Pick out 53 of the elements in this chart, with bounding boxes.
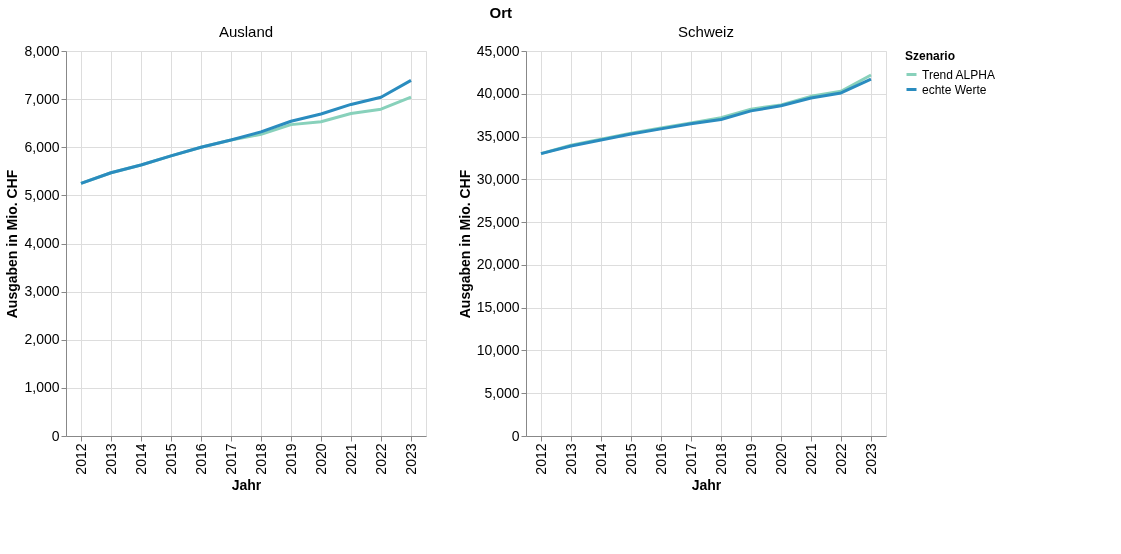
x-tick-label: 2013 [102, 443, 119, 475]
x-tick-label: 2019 [742, 443, 759, 475]
y-tick-label: 25,000 [476, 213, 520, 230]
y-tick-label: 5,000 [484, 384, 520, 401]
x-tick-label: 2016 [652, 443, 669, 475]
x-tick-label: 2012 [532, 443, 549, 475]
y-tick-label: 1,000 [24, 379, 60, 396]
y-tick-label: 4,000 [24, 235, 60, 251]
y-tick-label: 8,000 [24, 42, 60, 59]
x-tick-label: 2021 [802, 443, 819, 475]
y-tick-label: 45,000 [476, 42, 520, 59]
x-tick-label: 2015 [162, 443, 179, 475]
y-tick-label: 6,000 [24, 138, 60, 155]
x-tick-label: 2013 [562, 443, 579, 475]
y-tick-label: 0 [51, 427, 60, 444]
x-tick-label: 2014 [592, 443, 609, 475]
x-tick-label: 2023 [402, 443, 419, 475]
x-tick-label: 2018 [252, 443, 269, 475]
x-tick-label: 2019 [282, 443, 299, 475]
y-axis-title: Ausgaben in Mio. CHF [456, 169, 473, 319]
legend-label: Trend ALPHA [922, 67, 995, 82]
x-tick-label: 2021 [342, 443, 359, 475]
chart-title: Schweiz [678, 23, 734, 40]
x-tick-label: 2012 [72, 443, 89, 475]
x-axis-title: Jahr [691, 476, 722, 493]
x-tick-label: 2014 [132, 443, 149, 475]
y-tick-label: 40,000 [476, 85, 520, 102]
x-tick-label: 2020 [312, 443, 329, 475]
y-tick-label: 7,000 [24, 90, 60, 107]
y-tick-label: 35,000 [476, 128, 520, 145]
y-axis-title: Ausgaben in Mio. CHF [4, 169, 21, 319]
x-tick-label: 2015 [622, 443, 639, 475]
x-tick-label: 2018 [712, 443, 729, 475]
x-tick-label: 2022 [832, 443, 849, 475]
y-tick-label: 3,000 [24, 283, 60, 300]
chart-title: Ausland [218, 23, 274, 40]
x-tick-label: 2016 [192, 443, 209, 475]
y-tick-label: 20,000 [476, 256, 520, 273]
x-tick-label: 2023 [862, 443, 879, 475]
y-tick-label: 0 [511, 427, 520, 444]
y-tick-label: 5,000 [24, 186, 60, 203]
x-tick-label: 2020 [772, 443, 789, 475]
y-tick-label: 2,000 [24, 331, 60, 348]
legend-label: echte Werte [922, 82, 987, 97]
y-tick-label: 15,000 [476, 299, 520, 316]
x-axis-title: Jahr [231, 476, 262, 493]
legend-title: Szenario [905, 49, 956, 63]
x-tick-label: 2022 [372, 443, 389, 475]
text: Ort [489, 3, 512, 21]
x-tick-label: 2017 [682, 443, 699, 475]
x-tick-label: 2017 [222, 443, 239, 475]
y-tick-label: 10,000 [476, 341, 520, 358]
y-tick-label: 30,000 [476, 170, 520, 187]
